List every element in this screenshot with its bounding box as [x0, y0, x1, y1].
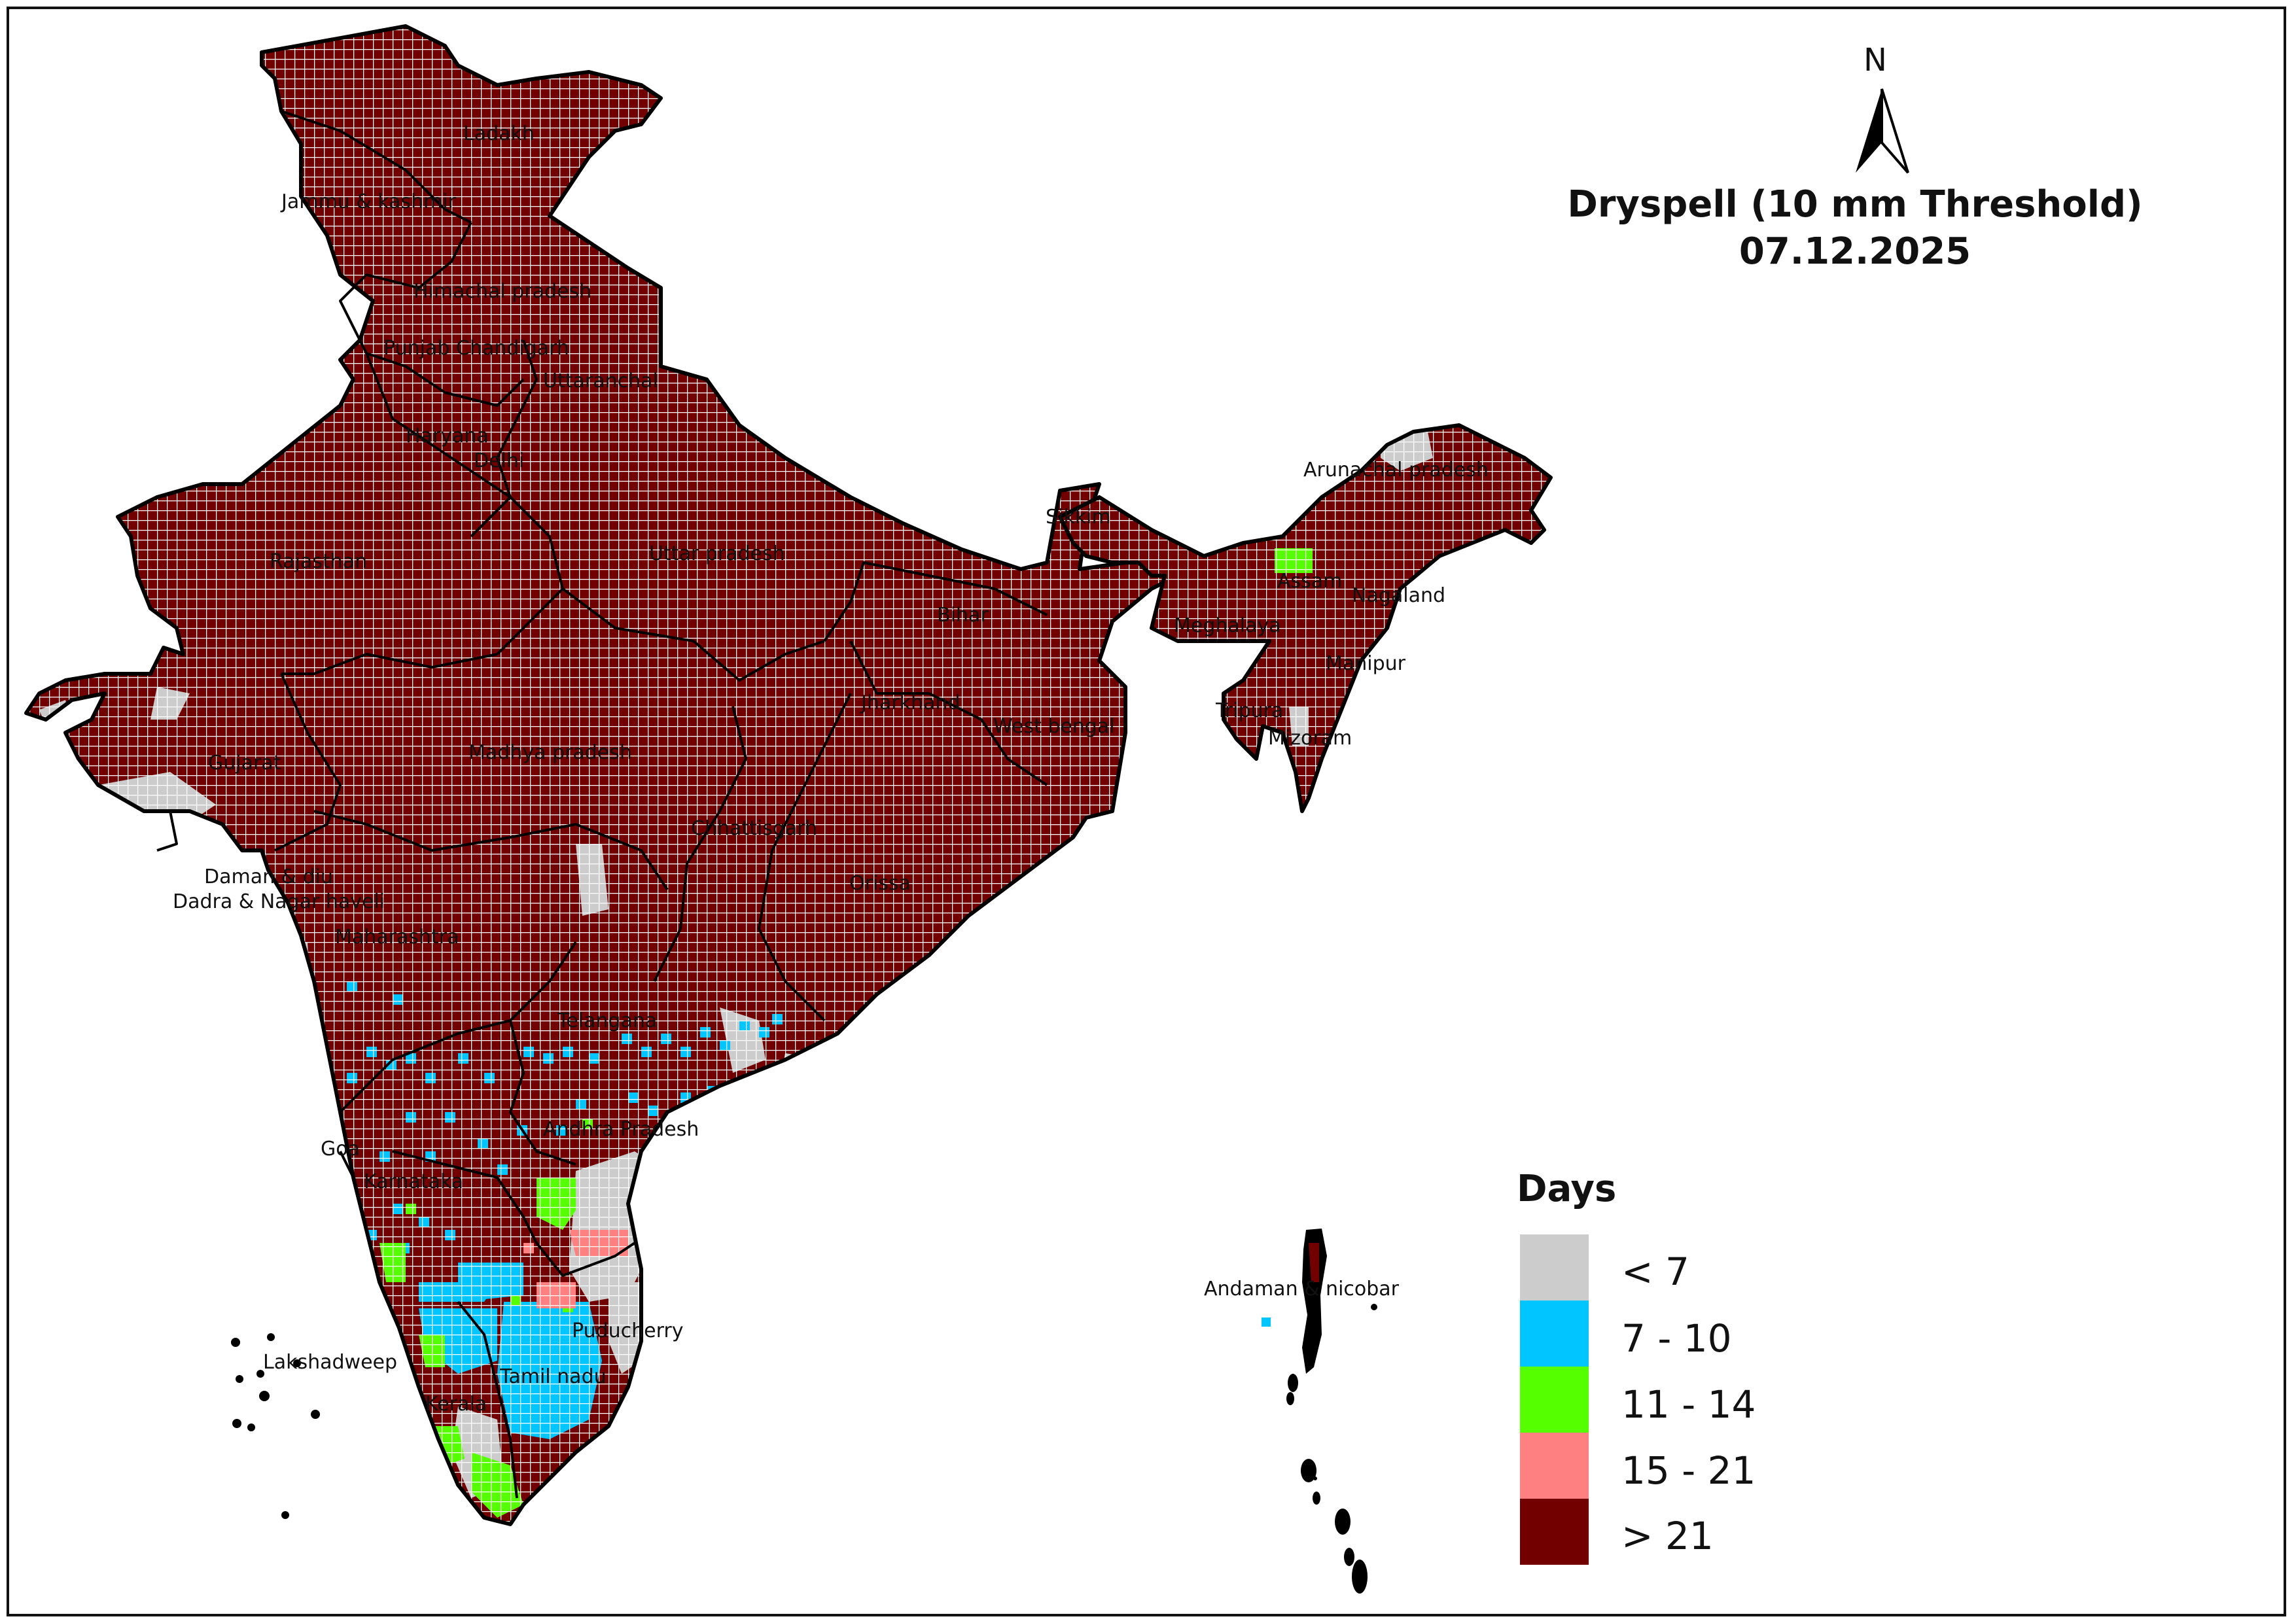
legend-swatch-15to21 — [1520, 1433, 1589, 1499]
label-lakshadweep: Lakshadweep — [263, 1351, 397, 1374]
label-maharashtra: Maharashtra — [335, 926, 459, 949]
legend-label-gt21: > 21 — [1621, 1514, 1714, 1558]
label-madhya-pradesh: Madhya pradesh — [468, 741, 632, 764]
legend-label-7to10: 7 - 10 — [1621, 1316, 1732, 1361]
label-andaman-nicobar: Andaman & nicobar — [1204, 1278, 1400, 1300]
label-puducherry: Puducherry — [572, 1319, 684, 1342]
state-boundaries — [156, 110, 1048, 1499]
label-rajasthan: Rajasthan — [270, 550, 367, 573]
label-meghalaya: Meghalaya — [1174, 614, 1281, 637]
label-mizoram: Mizoram — [1268, 727, 1352, 750]
label-delhi: Delhi — [474, 449, 524, 472]
label-arunachal-pradesh: Arunachal pradesh — [1303, 459, 1489, 481]
north-arrow-icon — [1856, 88, 1909, 174]
label-nagaland: Nagaland — [1352, 584, 1445, 607]
map-date: 07.12.2025 — [1739, 230, 1971, 273]
legend-swatch-lt7 — [1520, 1234, 1589, 1300]
northeast-outline — [1058, 423, 1553, 813]
label-assam: Assam — [1277, 570, 1342, 593]
map-frame — [7, 7, 2286, 1616]
label-west-bengal: West bengal — [993, 715, 1115, 738]
legend-label-15to21: 15 - 21 — [1621, 1448, 1756, 1493]
legend-label-11to14: 11 - 14 — [1621, 1382, 1756, 1427]
label-ladakh: Ladakh — [463, 122, 535, 145]
label-haryana: Haryana — [406, 425, 489, 447]
label-uttaranchal: Uttaranchal — [543, 370, 658, 393]
lakshadweep-islands — [231, 1333, 320, 1519]
label-tamil-nadu: Tamil nadu — [499, 1365, 607, 1388]
legend-swatch-7to10 — [1520, 1300, 1589, 1367]
label-gujarat: Gujarat — [208, 752, 281, 775]
label-tripura: Tripura — [1215, 699, 1283, 722]
label-andhra-pradesh: Andhra Pradesh — [543, 1118, 699, 1141]
label-dadra-nagar-haveli: Dadra & Nagar haveli — [173, 890, 385, 913]
legend-label-lt7: < 7 — [1621, 1249, 1689, 1294]
label-punjab-chandigarh: Punjab Chandigarh — [383, 337, 569, 360]
label-jharkhand: Jharkhand — [860, 691, 960, 714]
label-telangana: Telangana — [557, 1009, 657, 1032]
label-jammu-kashmir: Jammu & kashmir — [280, 190, 457, 213]
map-title: Dryspell (10 mm Threshold) — [1567, 183, 2143, 226]
label-himachal-pradesh: Himachal pradesh — [414, 280, 592, 303]
label-bihar: Bihar — [937, 604, 989, 627]
label-kerala: Kerala — [425, 1393, 487, 1416]
label-daman-diu: Daman & diu — [204, 865, 333, 888]
legend-swatch-gt21 — [1520, 1499, 1589, 1565]
legend-title: Days — [1517, 1168, 1617, 1210]
label-karnataka: Karnataka — [364, 1170, 463, 1193]
label-goa: Goa — [321, 1138, 360, 1161]
label-orissa: Orissa — [849, 872, 911, 895]
label-sikkim: Sikkim — [1046, 506, 1111, 529]
north-arrow-label: N — [1863, 42, 1887, 79]
label-uttar-pradesh: Uttar pradesh — [649, 542, 785, 565]
andaman-nicobar-islands — [1262, 1229, 1377, 1594]
region-labels: Ladakh Jammu & kashmir Himachal pradesh … — [173, 122, 1489, 1416]
label-chhattisgarh: Chhattisgarh — [691, 817, 817, 840]
mainland-outline — [24, 24, 1180, 1526]
legend-swatch-11to14 — [1520, 1367, 1589, 1433]
label-manipur: Manipur — [1326, 652, 1406, 675]
